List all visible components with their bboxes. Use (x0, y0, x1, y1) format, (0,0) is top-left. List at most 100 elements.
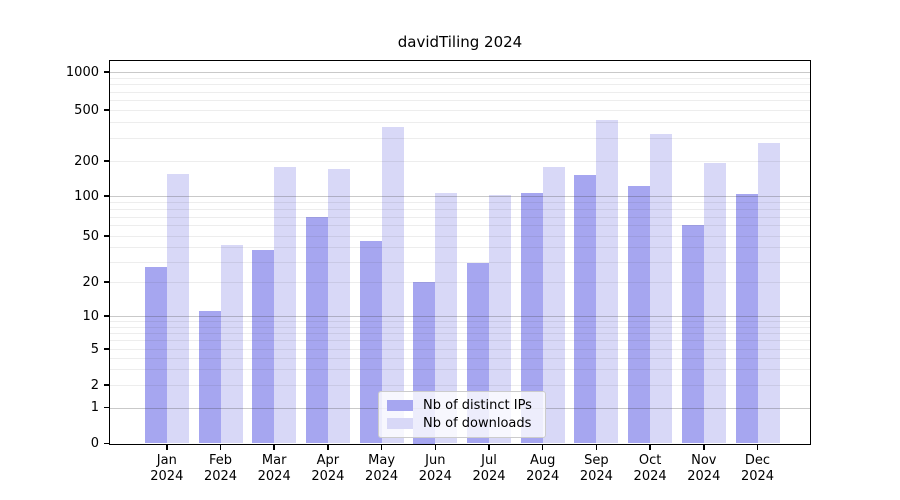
y-tick-mark (103, 160, 109, 162)
year-label: 2024 (687, 468, 721, 484)
legend-item: Nb of distinct IPs (387, 398, 537, 413)
month-label: Mar (261, 452, 287, 468)
year-label: 2024 (472, 468, 506, 484)
minor-gridline (110, 110, 810, 111)
downloads-bar (757, 143, 780, 444)
legend-label: Nb of distinct IPs (423, 397, 532, 413)
y-tick-mark (103, 235, 109, 237)
y-axis-tick-label: 1 (90, 400, 99, 415)
month-label: Dec (744, 452, 771, 468)
legend-label: Nb of downloads (423, 416, 532, 432)
x-tick-mark (166, 445, 168, 450)
minor-gridline (110, 208, 810, 210)
y-axis-tick-label: 0 (90, 436, 99, 451)
ip-bar (144, 266, 167, 444)
x-axis-tick-label: Sep 2024 (568, 453, 624, 485)
downloads-bar (596, 120, 619, 444)
y-axis-tick-label: 10 (82, 308, 99, 324)
y-axis-tick-label: 20 (82, 274, 99, 290)
downloads-bar (435, 192, 458, 444)
minor-gridline (110, 321, 810, 323)
year-label: 2024 (633, 468, 667, 484)
x-tick-mark (327, 445, 329, 450)
downloads-bar (650, 134, 673, 444)
downloads-bar (489, 195, 511, 444)
y-axis-tick-label: 200 (74, 153, 99, 169)
minor-gridline (110, 84, 810, 86)
y-tick-mark (103, 109, 109, 111)
legend-swatch (387, 399, 413, 411)
minor-gridline (110, 385, 810, 386)
ip-bar (359, 241, 382, 444)
x-tick-mark (595, 445, 598, 450)
y-axis-tick-label: 1000 (65, 64, 99, 80)
month-label: Oct (638, 452, 662, 468)
year-label: 2024 (579, 468, 613, 484)
x-tick-mark (703, 445, 705, 450)
year-label: 2024 (257, 468, 291, 484)
year-label: 2024 (365, 468, 399, 484)
y-tick-mark (103, 281, 109, 283)
downloads-bar (166, 173, 189, 444)
minor-gridline (110, 349, 810, 350)
downloads-bar (542, 166, 565, 444)
month-label: Apr (316, 452, 340, 468)
year-label: 2024 (740, 468, 775, 484)
x-tick-mark (488, 445, 490, 450)
x-axis-tick-label: Mar 2024 (246, 453, 302, 485)
minor-gridline (110, 100, 810, 101)
x-tick-mark (219, 445, 222, 450)
y-tick-mark (103, 348, 109, 350)
ip-bar (574, 174, 597, 444)
month-label: Aug (529, 452, 556, 468)
minor-gridline (110, 236, 810, 237)
minor-gridline (110, 122, 810, 124)
downloads-bar (274, 166, 297, 444)
minor-gridline (110, 77, 810, 79)
ip-bar (520, 193, 543, 444)
month-label: Nov (691, 452, 717, 468)
y-tick-mark (103, 195, 109, 197)
year-label: 2024 (418, 468, 452, 484)
y-tick-mark (103, 442, 109, 445)
ip-bar (305, 216, 328, 444)
x-tick-mark (649, 445, 651, 450)
x-axis-tick-label: May 2024 (354, 453, 410, 485)
x-axis-tick-label: Nov 2024 (676, 453, 732, 485)
month-label: Jan (156, 452, 177, 468)
month-label: Jun (425, 452, 446, 468)
x-axis-tick-label: Apr 2024 (300, 453, 356, 485)
minor-gridline (110, 225, 810, 227)
x-axis-tick-label: Feb 2024 (193, 453, 249, 485)
year-label: 2024 (150, 468, 184, 484)
x-axis-tick-label: Jan 2024 (139, 453, 195, 485)
minor-gridline (110, 261, 810, 263)
x-tick-mark (380, 445, 383, 450)
month-label: Jul (481, 452, 497, 468)
x-axis-tick-label: Dec 2024 (730, 453, 786, 485)
x-tick-mark (273, 445, 275, 450)
y-tick-mark (103, 384, 109, 386)
minor-gridline (110, 357, 810, 359)
minor-gridline (110, 282, 810, 283)
minor-gridline (110, 247, 810, 249)
downloads-bar (703, 163, 726, 444)
ip-bar (681, 225, 704, 444)
ip-bar (198, 311, 221, 444)
month-label: Feb (208, 452, 233, 468)
month-label: Sep (584, 452, 609, 468)
chart-title: davidTiling 2024 (397, 33, 523, 51)
minor-gridline (110, 161, 810, 162)
x-tick-mark (541, 445, 544, 450)
major-gridline (110, 196, 810, 197)
downloads-bar (220, 244, 243, 444)
x-axis-tick-label: Aug 2024 (515, 453, 571, 485)
y-axis-tick-label: 5 (90, 341, 99, 357)
y-axis-tick-label: 50 (82, 228, 99, 244)
x-axis-tick-label: Jul 2024 (461, 453, 517, 485)
year-label: 2024 (311, 468, 345, 484)
minor-gridline (110, 202, 810, 204)
minor-gridline (110, 326, 810, 328)
y-tick-mark (103, 406, 109, 409)
y-tick-mark (103, 315, 109, 317)
